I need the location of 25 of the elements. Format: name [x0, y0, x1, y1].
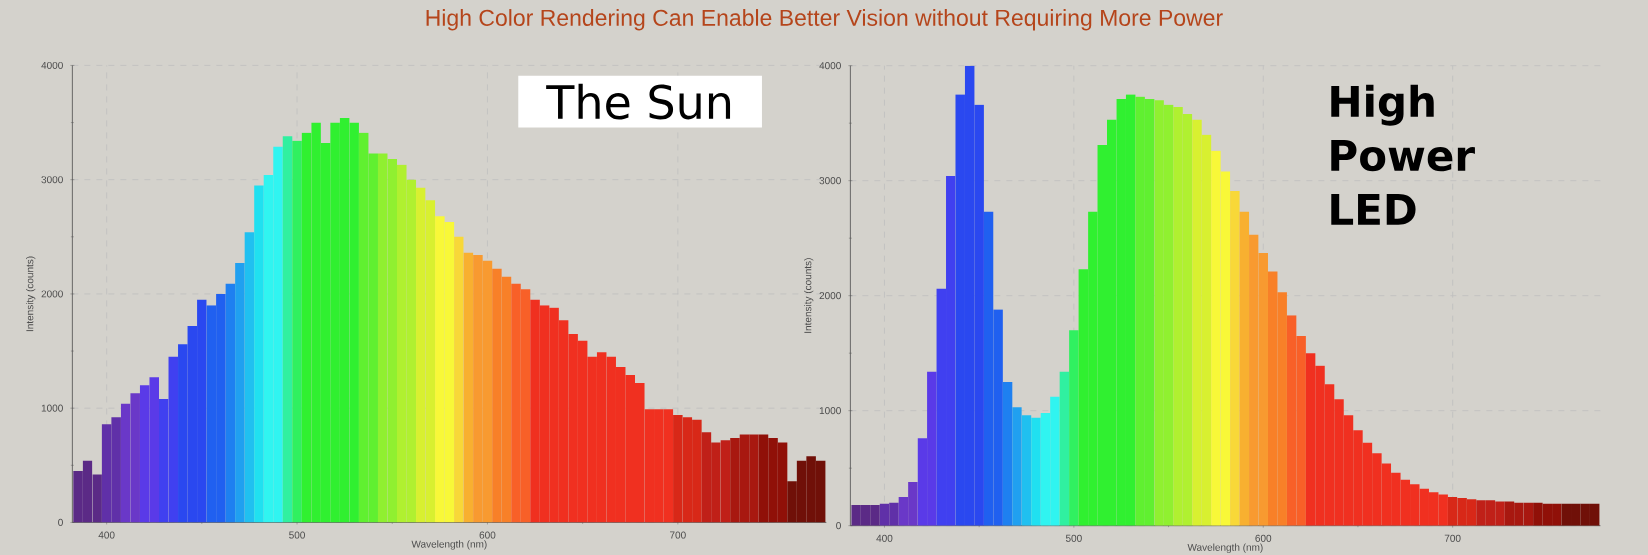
- y-axis-title: Intensity (counts): [804, 258, 814, 333]
- y-tick-label: 3000: [41, 176, 63, 184]
- x-tick-label: 600: [1255, 534, 1272, 542]
- y-tick-label: 2000: [41, 290, 63, 298]
- x-tick-label: 600: [479, 531, 496, 539]
- text: High Power LED: [1331, 84, 1475, 225]
- y-tick-label: 4000: [819, 62, 841, 70]
- x-tick-label: 400: [876, 534, 893, 542]
- y-tick-label: 2000: [819, 292, 841, 300]
- x-axis-title: Wavelength (nm): [411, 540, 487, 550]
- y-tick-label: 3000: [819, 177, 841, 185]
- x-axis-title: Wavelength (nm): [1187, 543, 1263, 553]
- y-tick-label: 4000: [41, 61, 63, 69]
- x-tick-label: 700: [670, 531, 686, 539]
- y-tick-label: 1000: [41, 404, 63, 412]
- y-axis-title: Intensity (counts): [26, 256, 36, 332]
- x-tick-label: 500: [1065, 534, 1082, 542]
- chart-title: The Sun: [546, 83, 731, 120]
- text: High Color Rendering Can Enable Better Vision without Requiring More Power: [426, 9, 1223, 31]
- y-tick-label: 0: [836, 522, 841, 530]
- x-tick-label: 500: [289, 531, 305, 539]
- x-tick-label: 400: [98, 531, 115, 539]
- y-tick-label: 0: [58, 518, 63, 526]
- x-tick-label: 700: [1444, 534, 1461, 542]
- y-tick-label: 1000: [819, 407, 841, 415]
